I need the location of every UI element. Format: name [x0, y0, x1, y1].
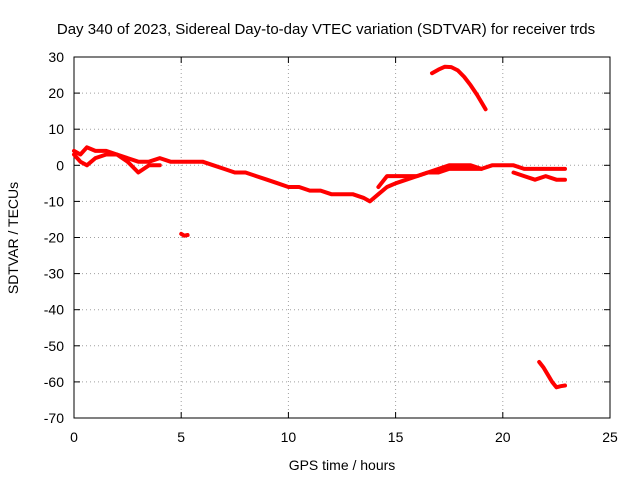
y-tick-label-6: -30	[44, 266, 64, 282]
y-tick-label-5: -20	[44, 230, 64, 246]
x-tick-label-5: 25	[602, 429, 618, 445]
x-tick-label-0: 0	[70, 429, 78, 445]
y-tick-label-0: 30	[48, 49, 64, 65]
x-axis-label: GPS time / hours	[289, 457, 396, 473]
x-tick-label-1: 5	[177, 429, 185, 445]
series-outlier-left	[179, 231, 190, 238]
series-track-middle-secondary	[376, 166, 484, 189]
series-track-lower-right	[511, 170, 567, 182]
series-arc-top	[430, 64, 488, 112]
x-tick-label-3: 15	[388, 429, 404, 445]
series-arc-bottom	[537, 360, 567, 390]
y-tick-label-7: -40	[44, 302, 64, 318]
y-axis-label: SDTVAR / TECUs	[5, 182, 21, 294]
chart-title: Day 340 of 2023, Sidereal Day-to-day VTE…	[57, 21, 595, 38]
axis-ticks: 0 5 10 15 20 25 30 20 10 0 -10 -20 -30 -40 -50 -60 -70	[44, 49, 618, 445]
x-tick-label-4: 20	[495, 429, 511, 445]
y-tick-label-9: -60	[44, 374, 64, 390]
grid	[74, 57, 610, 418]
x-tick-label-2: 10	[281, 429, 297, 445]
series-track-main	[72, 145, 567, 204]
data-series	[72, 64, 567, 390]
series-track-lower-left	[72, 152, 162, 175]
y-tick-label-3: 0	[56, 157, 64, 173]
y-tick-label-10: -70	[44, 410, 64, 426]
y-tick-label-8: -50	[44, 338, 64, 354]
y-tick-label-4: -10	[44, 193, 64, 209]
y-tick-label-2: 10	[48, 121, 64, 137]
y-tick-label-1: 20	[48, 85, 64, 101]
